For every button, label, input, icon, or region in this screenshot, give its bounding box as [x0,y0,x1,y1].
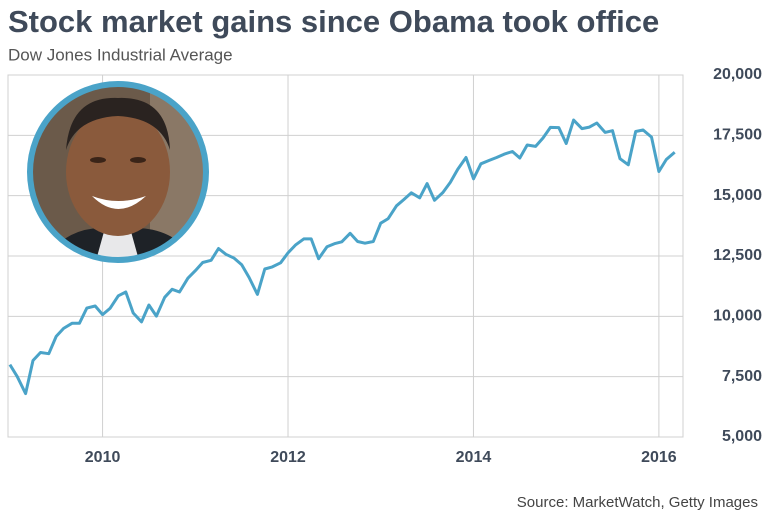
x-tick-label: 2014 [456,449,492,466]
x-tick-label: 2012 [270,449,306,466]
grid [7,74,684,438]
y-tick-label: 12,500 [713,247,762,264]
source: Source: MarketWatch, Getty Images [517,494,758,511]
plot [8,118,676,396]
y-tick-label: 20,000 [713,66,762,83]
x-tick-label: 2010 [85,449,121,466]
x-tick-label: 2016 [641,449,677,466]
y-tick-label: 15,000 [713,187,762,204]
y-tick-label: 17,500 [713,127,762,144]
photo [27,81,209,263]
chart-subtitle: Dow Jones Industrial Average [8,45,233,64]
y-tick-label: 5,000 [722,428,762,445]
y-tick-label: 7,500 [722,368,762,385]
y-tick-label: 10,000 [713,308,762,325]
data-line [8,118,676,396]
chart-title: Stock market gains since Obama took offi… [8,4,659,39]
